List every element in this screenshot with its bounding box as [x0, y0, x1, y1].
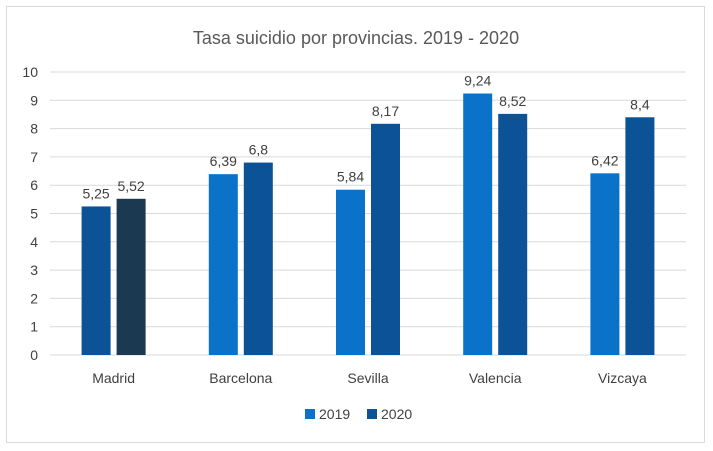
data-label: 5,84 — [337, 169, 364, 185]
data-label: 5,25 — [82, 185, 109, 201]
bar-vizcaya-2020 — [625, 117, 655, 355]
y-tick-label: 8 — [30, 121, 38, 137]
data-label: 6,39 — [210, 153, 237, 169]
chart-title: Tasa suicidio por provincias. 2019 - 202… — [193, 28, 519, 48]
bars — [81, 93, 655, 356]
y-tick-label: 6 — [30, 177, 38, 193]
y-tick-label: 0 — [30, 347, 38, 363]
data-label: 6,8 — [249, 142, 269, 158]
legend-label: 2020 — [381, 406, 412, 422]
y-axis-ticks: 0 1 2 3 4 5 6 7 8 9 10 — [22, 64, 38, 363]
data-label: 8,4 — [630, 96, 650, 112]
data-label: 8,17 — [372, 103, 399, 119]
bar-sevilla-2020 — [371, 123, 400, 355]
legend-swatch-2019 — [305, 409, 315, 419]
bar-barcelona-2020 — [243, 162, 273, 355]
gridlines — [50, 71, 686, 356]
data-label: 8,52 — [499, 93, 526, 109]
x-axis-categories: Madrid Barcelona Sevilla Valencia Vizcaya — [92, 370, 647, 386]
bar-madrid-2019 — [81, 206, 111, 355]
data-labels: 5,25 5,52 6,39 6,8 5,84 8,17 9,24 8,52 6,42 8,4 — [82, 73, 649, 202]
bar-madrid-2020 — [116, 198, 146, 355]
x-category-label: Vizcaya — [598, 370, 647, 386]
y-tick-label: 4 — [30, 234, 38, 250]
y-tick-label: 1 — [30, 319, 38, 335]
data-label: 6,42 — [591, 152, 618, 168]
legend-label: 2019 — [319, 406, 350, 422]
bar-valencia-2019 — [463, 93, 493, 356]
data-label: 5,52 — [117, 178, 144, 194]
data-label: 9,24 — [464, 73, 491, 89]
bar-barcelona-2019 — [208, 174, 238, 355]
y-tick-label: 5 — [30, 206, 38, 222]
bar-vizcaya-2019 — [590, 173, 620, 355]
y-tick-label: 2 — [30, 290, 38, 306]
legend: 2019 2020 — [305, 406, 412, 422]
x-category-label: Sevilla — [347, 370, 388, 386]
x-category-label: Barcelona — [209, 370, 272, 386]
bar-valencia-2020 — [498, 113, 528, 355]
bar-sevilla-2019 — [336, 189, 365, 355]
y-tick-label: 7 — [30, 149, 38, 165]
y-tick-label: 10 — [22, 64, 38, 80]
y-tick-label: 3 — [30, 262, 38, 278]
y-tick-label: 9 — [30, 92, 38, 108]
legend-swatch-2020 — [367, 409, 377, 419]
x-category-label: Madrid — [92, 370, 135, 386]
x-category-label: Valencia — [469, 370, 522, 386]
